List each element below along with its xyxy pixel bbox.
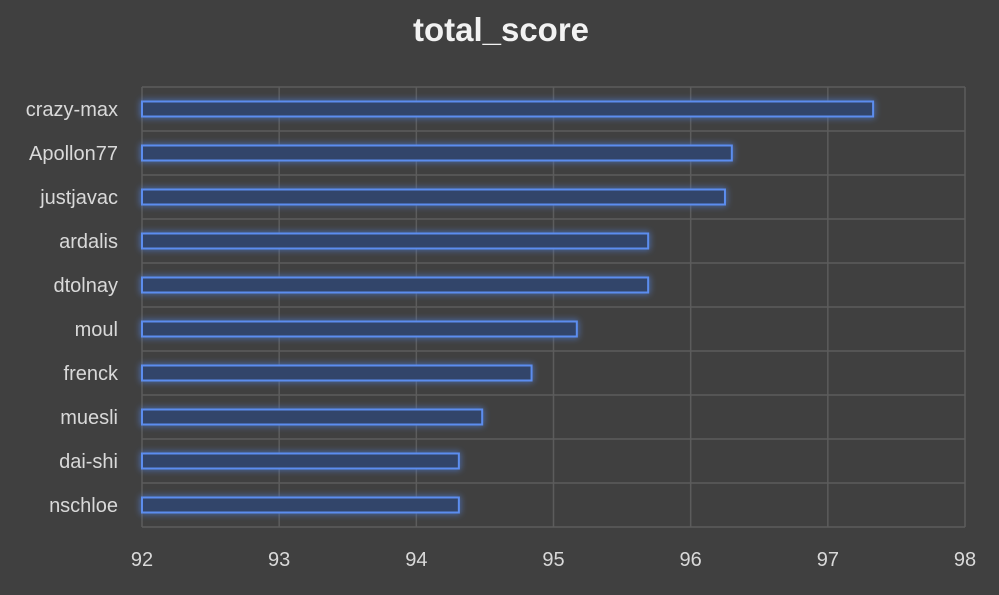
x-tick-label: 98 [954,549,976,571]
x-tick-label: 93 [268,549,290,571]
category-label: moul [75,319,118,341]
bar-Apollon77 [141,144,733,162]
category-label: dai-shi [59,451,118,473]
x-tick-label: 97 [817,549,839,571]
bar-crazy-max [141,100,875,118]
bar-dtolnay [141,276,650,294]
bar-nschloe [141,496,460,514]
grid-lines [141,86,966,528]
x-tick-label: 96 [680,549,702,571]
category-labels: crazy-max Apollon77 justjavac ardalis dtolna… [26,99,119,517]
category-label: justjavac [39,187,118,209]
category-label: muesli [60,407,118,429]
bar-moul [141,320,578,338]
bars [141,100,875,514]
bar-frenck [141,364,533,382]
x-axis-tick-labels: 92 93 94 95 96 97 98 [131,549,976,571]
chart-title: total_score [413,11,589,48]
x-tick-label: 94 [405,549,427,571]
x-tick-label: 92 [131,549,153,571]
x-tick-label: 95 [542,549,564,571]
category-label: Apollon77 [29,143,118,165]
category-label: ardalis [59,231,118,253]
category-label: frenck [64,363,119,385]
category-label: nschloe [49,495,118,517]
category-label: crazy-max [26,99,118,121]
bar-muesli [141,408,484,426]
bar-dai-shi [141,452,460,470]
bar-justjavac [141,188,726,206]
category-label: dtolnay [54,275,119,297]
bar-ardalis [141,232,650,250]
